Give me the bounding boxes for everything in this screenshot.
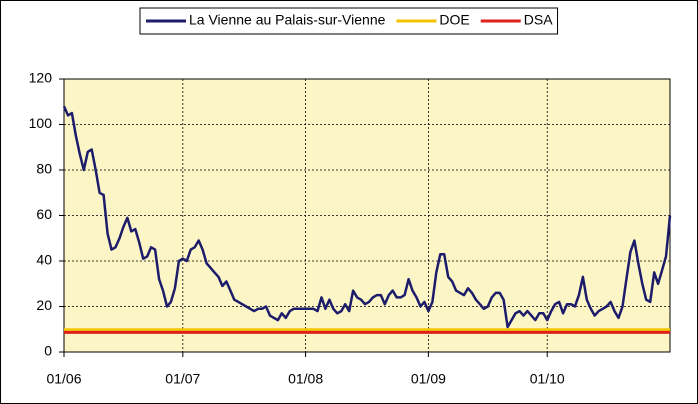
- y-tick-label: 40: [36, 252, 52, 268]
- y-tick-label: 120: [29, 70, 53, 86]
- x-tick-label: 01/10: [530, 371, 565, 387]
- legend-label: La Vienne au Palais-sur-Vienne: [189, 12, 386, 28]
- plot-area: [64, 79, 670, 352]
- x-tick-label: 01/07: [165, 371, 200, 387]
- y-tick-label: 100: [29, 115, 53, 131]
- y-tick-label: 60: [36, 206, 52, 222]
- data-line: [62, 105, 672, 329]
- y-tick-label: 80: [36, 161, 52, 177]
- legend-label: DOE: [439, 12, 469, 28]
- x-tick-label: 01/06: [46, 371, 81, 387]
- legend-label: DSA: [524, 12, 553, 28]
- x-tick-label: 01/09: [411, 371, 446, 387]
- x-tick-label: 01/08: [288, 371, 323, 387]
- y-tick-label: 0: [44, 343, 52, 359]
- y-tick-label: 20: [36, 297, 52, 313]
